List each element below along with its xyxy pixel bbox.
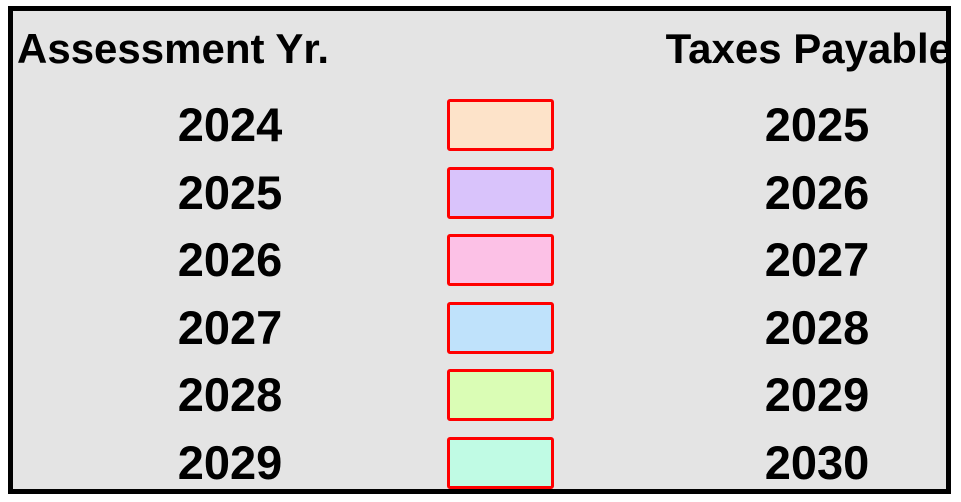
color-swatch bbox=[447, 301, 554, 354]
header-left: Assessment Yr. bbox=[17, 25, 330, 72]
color-swatch bbox=[447, 369, 554, 421]
payable-year: 2029 bbox=[764, 368, 870, 421]
table-frame: Assessment Yr. Taxes Payable 2024 2025 202… bbox=[8, 6, 952, 494]
assessment-year: 2028 bbox=[177, 368, 283, 421]
color-swatch bbox=[447, 234, 554, 286]
assessment-year: 2025 bbox=[177, 165, 283, 219]
payable-year: 2030 bbox=[764, 435, 870, 489]
color-swatch bbox=[447, 166, 554, 219]
assessment-year: 2026 bbox=[177, 233, 283, 286]
payable-year: 2025 bbox=[764, 98, 870, 151]
header-right: Taxes Payable bbox=[665, 25, 952, 72]
payable-year: 2026 bbox=[764, 165, 870, 219]
color-swatch bbox=[447, 436, 554, 489]
assessment-year: 2024 bbox=[177, 98, 283, 151]
payable-year: 2027 bbox=[764, 233, 870, 286]
assessment-year: 2027 bbox=[177, 300, 283, 354]
color-swatch bbox=[447, 99, 554, 151]
payable-year: 2028 bbox=[764, 300, 870, 354]
assessment-year: 2029 bbox=[177, 435, 283, 489]
